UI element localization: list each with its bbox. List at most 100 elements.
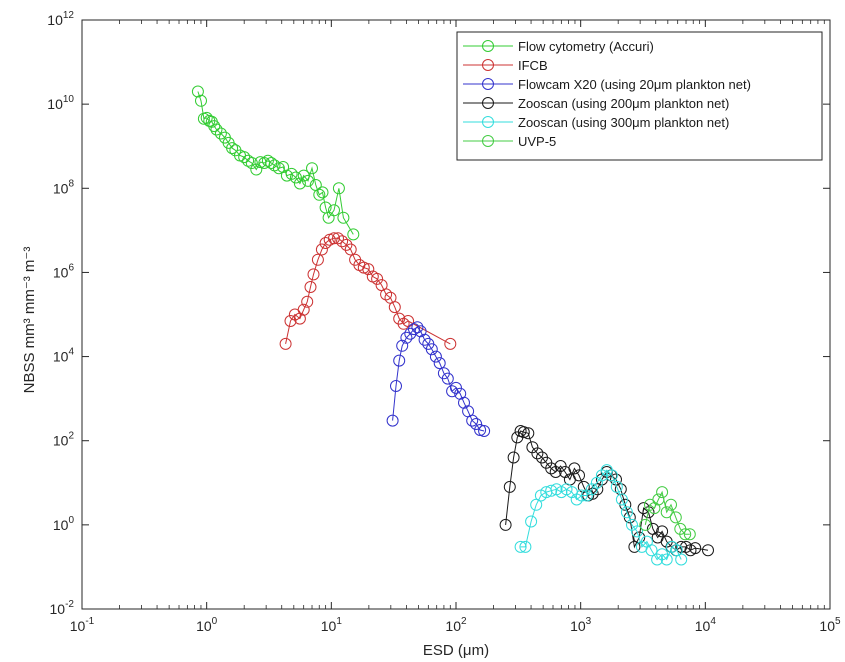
data-point <box>293 177 306 190</box>
data-point <box>545 484 558 497</box>
series-line <box>520 469 682 561</box>
series-line <box>644 490 690 535</box>
legend-label: UVP-5 <box>518 134 556 149</box>
data-point <box>669 511 682 524</box>
series-layer <box>191 85 714 566</box>
data-point <box>195 94 207 107</box>
data-point <box>386 414 399 427</box>
legend-item: UVP-5 <box>463 134 556 149</box>
data-point <box>573 469 585 482</box>
data-point <box>336 235 349 248</box>
legend-marker <box>482 97 494 109</box>
series-1 <box>279 232 457 350</box>
data-point <box>238 151 251 164</box>
data-point <box>545 462 558 475</box>
data-point <box>645 544 658 557</box>
legend-label: IFCB <box>518 58 548 73</box>
data-point <box>242 154 255 167</box>
data-point <box>347 228 360 241</box>
data-point <box>279 337 292 350</box>
data-point <box>411 321 424 334</box>
data-point <box>302 174 314 187</box>
legend-marker <box>482 40 494 52</box>
x-tick-label: 102 <box>445 616 467 634</box>
legend: Flow cytometry (Accuri) IFCB Flowcam X20 (… <box>456 31 823 161</box>
data-point <box>301 295 314 308</box>
data-point <box>507 451 520 464</box>
x-axis-label: ESD (μm) <box>423 642 489 659</box>
data-point <box>665 498 677 511</box>
legend-item: Flowcam X20 (using 20μm plankton net) <box>463 77 751 92</box>
series-0 <box>191 85 360 241</box>
data-point <box>371 272 384 285</box>
data-point <box>605 469 618 482</box>
legend-marker <box>482 78 494 90</box>
data-point <box>631 525 643 538</box>
data-point <box>390 380 402 392</box>
data-point <box>689 542 702 555</box>
data-point <box>656 486 669 499</box>
data-point <box>525 515 538 528</box>
data-point <box>702 544 714 557</box>
data-point <box>344 243 357 256</box>
axis-ticks: 10-1 100 101 102 103 104 105 10-2 100 102 104 106 10… <box>47 10 841 634</box>
legend-marker <box>482 59 494 71</box>
data-point <box>652 493 665 506</box>
data-point <box>297 303 310 316</box>
data-point <box>530 498 543 511</box>
data-point <box>522 427 535 440</box>
data-point <box>362 263 375 276</box>
data-point <box>575 489 588 502</box>
data-point <box>208 120 221 133</box>
data-point <box>679 528 692 541</box>
series-4 <box>514 464 688 566</box>
data-point <box>337 211 350 224</box>
data-point <box>328 232 340 245</box>
data-point <box>388 301 401 314</box>
data-point <box>315 243 328 256</box>
data-point <box>191 85 204 98</box>
data-point <box>503 480 516 493</box>
data-point <box>531 447 544 460</box>
data-point <box>396 339 409 352</box>
x-tick-label: 104 <box>695 616 717 634</box>
data-point <box>660 506 673 519</box>
data-point <box>316 186 329 199</box>
x-tick-label: 10-1 <box>70 616 95 634</box>
series-line <box>197 91 354 235</box>
data-point <box>284 315 297 327</box>
data-point <box>549 466 562 478</box>
data-point <box>656 525 669 538</box>
data-point <box>466 414 479 427</box>
y-tick-label: 106 <box>53 262 75 280</box>
legend-marker <box>482 116 494 128</box>
data-point <box>610 480 623 493</box>
data-point <box>226 142 239 155</box>
legend-box <box>456 31 823 161</box>
legend-item: IFCB <box>463 58 548 73</box>
data-point <box>683 528 696 541</box>
data-point <box>332 232 344 245</box>
data-point <box>644 498 656 511</box>
data-point <box>307 268 320 281</box>
data-point <box>478 425 491 437</box>
data-point <box>408 323 420 336</box>
data-point <box>444 337 457 350</box>
data-point <box>418 333 431 346</box>
data-point <box>680 540 692 553</box>
y-tick-label: 104 <box>53 347 75 365</box>
data-point <box>306 162 318 175</box>
y-tick-label: 10-2 <box>50 599 75 617</box>
data-point <box>393 354 406 367</box>
legend-label: Zooscan (using 200μm plankton net) <box>518 96 729 111</box>
series-2 <box>386 321 491 437</box>
data-point <box>261 154 274 167</box>
data-point <box>402 315 415 327</box>
legend-marker <box>482 135 494 147</box>
data-point <box>272 162 285 175</box>
data-point <box>400 331 413 344</box>
data-point <box>470 418 483 430</box>
data-point <box>517 426 530 439</box>
data-point <box>474 424 487 436</box>
